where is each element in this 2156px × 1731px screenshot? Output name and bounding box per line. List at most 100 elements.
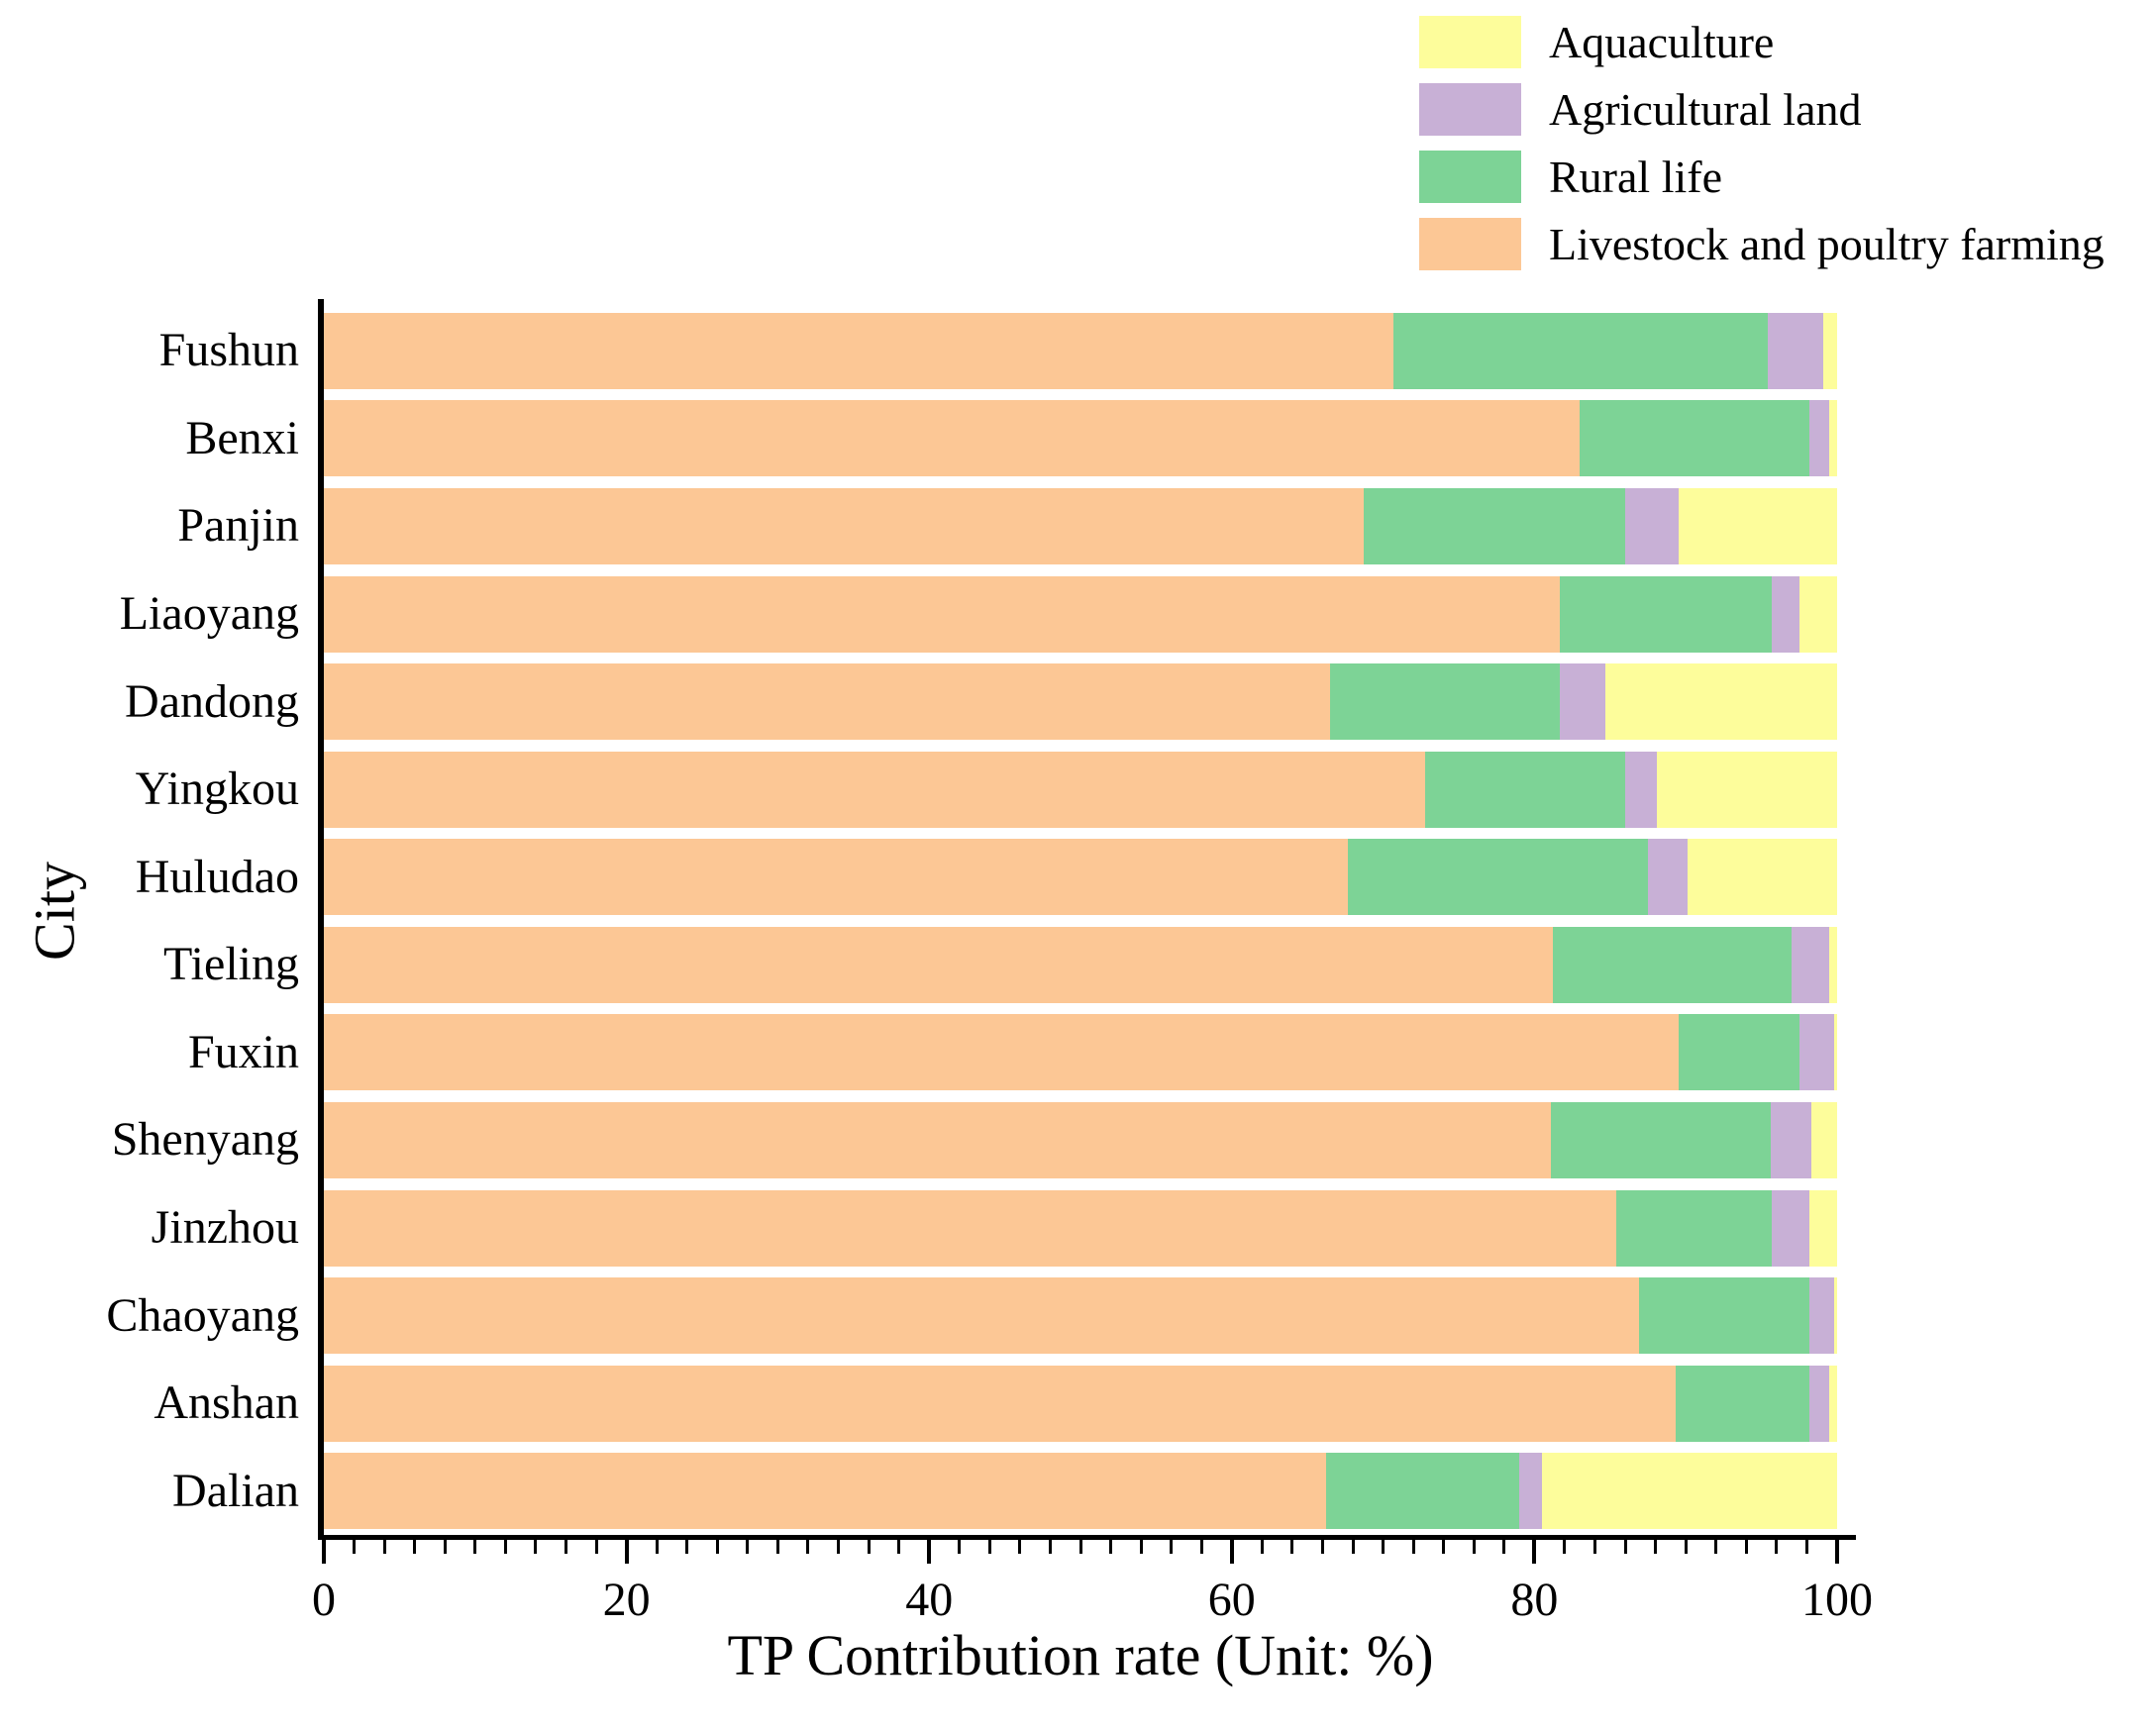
bar-segment-rural-life [1678, 1014, 1799, 1091]
bar-segment-aquaculture [1657, 751, 1837, 828]
bar-segment-rural-life [1330, 663, 1561, 741]
x-minor-tick [715, 1540, 719, 1554]
x-minor-tick [746, 1540, 750, 1554]
bar-row-chaoyang [324, 1277, 1837, 1355]
category-label-panjin: Panjin [177, 499, 299, 553]
x-tick-label: 80 [1510, 1574, 1559, 1626]
bar-row-fuxin [324, 1014, 1837, 1091]
x-minor-tick [1290, 1540, 1294, 1554]
bar-segment-agricultural-land [1792, 926, 1830, 1003]
x-minor-tick [594, 1540, 598, 1554]
x-minor-tick [564, 1540, 567, 1554]
bar-row-dalian [324, 1453, 1837, 1530]
x-minor-tick [503, 1540, 507, 1554]
bar-segment-livestock-and-poultry-farming [324, 751, 1426, 828]
bar-segment-agricultural-land [1809, 1365, 1830, 1442]
x-minor-tick [1684, 1540, 1688, 1554]
category-label-jinzhou: Jinzhou [151, 1201, 299, 1254]
category-label-fuxin: Fuxin [187, 1025, 299, 1078]
bar-segment-aquaculture [1798, 575, 1837, 653]
bar-segment-livestock-and-poultry-farming [324, 1101, 1552, 1178]
x-major-tick [322, 1540, 326, 1564]
bar-segment-livestock-and-poultry-farming [324, 575, 1561, 653]
category-label-anshan: Anshan [154, 1376, 299, 1430]
x-minor-tick [1170, 1540, 1174, 1554]
bar-segment-agricultural-land [1519, 1453, 1543, 1530]
bar-segment-aquaculture [1823, 312, 1837, 389]
category-label-chaoyang: Chaoyang [106, 1288, 299, 1342]
bar-segment-rural-life [1348, 839, 1648, 916]
x-minor-tick [987, 1540, 991, 1554]
bar-segment-livestock-and-poultry-farming [324, 839, 1349, 916]
bar-segment-rural-life [1325, 1453, 1520, 1530]
bar-segment-agricultural-land [1767, 312, 1824, 389]
legend-label: Livestock and poultry farming [1549, 219, 2105, 269]
bar-segment-agricultural-land [1798, 1014, 1834, 1091]
bar-row-tieling [324, 926, 1837, 1003]
bar-segment-aquaculture [1605, 663, 1837, 741]
bar-segment-agricultural-land [1770, 1101, 1811, 1178]
x-tick-label: 40 [905, 1574, 954, 1626]
x-minor-tick [1199, 1540, 1203, 1554]
x-minor-tick [1351, 1540, 1355, 1554]
bar-segment-rural-life [1560, 575, 1773, 653]
x-minor-tick [1472, 1540, 1476, 1554]
bar-row-yingkou [324, 751, 1837, 828]
category-label-huludao: Huludao [135, 850, 299, 903]
x-minor-tick [1563, 1540, 1567, 1554]
x-tick-label: 60 [1207, 1574, 1256, 1626]
legend-swatch [1419, 218, 1521, 270]
x-major-tick [624, 1540, 629, 1564]
x-minor-tick [1320, 1540, 1324, 1554]
bar-row-panjin [324, 487, 1837, 564]
x-minor-tick [1048, 1540, 1052, 1554]
legend-item-aquaculture: Aquaculture [1419, 16, 2105, 68]
x-minor-tick [867, 1540, 871, 1554]
bar-segment-livestock-and-poultry-farming [324, 1014, 1679, 1091]
bar-segment-aquaculture [1829, 400, 1837, 477]
bar-segment-livestock-and-poultry-farming [324, 1365, 1676, 1442]
x-major-tick [1229, 1540, 1234, 1564]
legend-label: Agricultural land [1549, 84, 1862, 135]
x-minor-tick [1411, 1540, 1415, 1554]
x-tick-label: 100 [1801, 1574, 1873, 1626]
x-minor-tick [413, 1540, 417, 1554]
bar-segment-rural-life [1615, 1189, 1773, 1267]
legend-swatch [1419, 151, 1521, 203]
x-minor-tick [1109, 1540, 1113, 1554]
x-minor-tick [655, 1540, 659, 1554]
x-minor-tick [775, 1540, 779, 1554]
legend-label: Rural life [1549, 152, 1722, 202]
bar-segment-agricultural-land [1772, 1189, 1810, 1267]
x-minor-tick [685, 1540, 689, 1554]
bar-segment-agricultural-land [1560, 663, 1606, 741]
legend-item-livestock-and-poultry-farming: Livestock and poultry farming [1419, 218, 2105, 270]
x-minor-tick [837, 1540, 841, 1554]
x-minor-tick [1593, 1540, 1597, 1554]
bar-segment-rural-life [1363, 487, 1626, 564]
bar-segment-livestock-and-poultry-farming [324, 1189, 1616, 1267]
category-label-dandong: Dandong [125, 674, 299, 728]
x-minor-tick [473, 1540, 477, 1554]
x-minor-tick [1442, 1540, 1446, 1554]
bar-segment-aquaculture [1687, 839, 1837, 916]
bar-segment-rural-life [1425, 751, 1626, 828]
x-minor-tick [1623, 1540, 1627, 1554]
category-label-yingkou: Yingkou [135, 763, 299, 816]
bar-segment-aquaculture [1829, 926, 1837, 1003]
legend-label: Aquaculture [1549, 17, 1775, 67]
bar-segment-livestock-and-poultry-farming [324, 1453, 1326, 1530]
bar-segment-livestock-and-poultry-farming [324, 400, 1581, 477]
x-minor-tick [443, 1540, 447, 1554]
bar-segment-agricultural-land [1809, 400, 1830, 477]
legend-item-agricultural-land: Agricultural land [1419, 83, 2105, 136]
bar-segment-agricultural-land [1625, 487, 1679, 564]
bar-segment-aquaculture [1833, 1014, 1837, 1091]
bar-row-dandong [324, 663, 1837, 741]
bar-row-anshan [324, 1365, 1837, 1442]
bar-segment-rural-life [1393, 312, 1768, 389]
x-tick-label: 0 [312, 1574, 336, 1626]
x-minor-tick [1078, 1540, 1082, 1554]
x-axis-title: TP Contribution rate (Unit: %) [727, 1623, 1434, 1687]
x-tick-label: 20 [602, 1574, 651, 1626]
